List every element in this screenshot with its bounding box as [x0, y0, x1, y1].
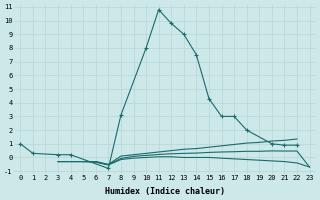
X-axis label: Humidex (Indice chaleur): Humidex (Indice chaleur) [105, 187, 225, 196]
